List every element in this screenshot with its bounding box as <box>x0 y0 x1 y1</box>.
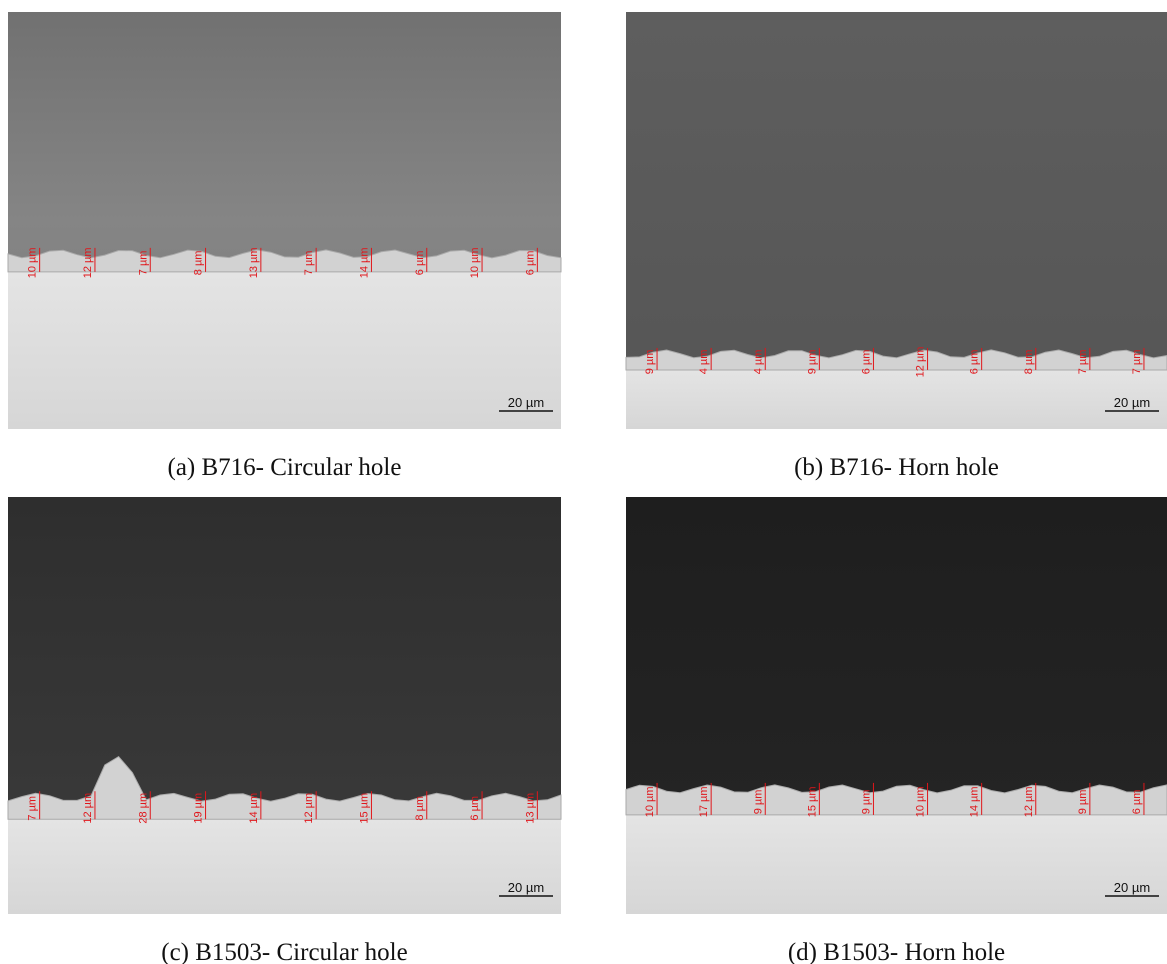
panel-caption: (a) B716- Circular hole <box>168 454 402 481</box>
substrate <box>8 819 561 914</box>
measurement-label: 10 µm <box>27 247 39 278</box>
scale-bar-label: 20 µm <box>1114 395 1150 410</box>
measurement-label: 10 µm <box>644 787 656 818</box>
measurement-label: 4 µm <box>752 350 764 375</box>
measurement-label: 13 µm <box>248 247 260 278</box>
measurement-label: 7 µm <box>27 796 39 821</box>
measurement-label: 9 µm <box>860 790 872 815</box>
measurement-label: 9 µm <box>752 790 764 815</box>
measurement-label: 12 µm <box>82 793 94 824</box>
measurement-label: 12 µm <box>915 347 927 378</box>
measurement-label: 19 µm <box>193 793 205 824</box>
scale-bar-label: 20 µm <box>508 880 544 895</box>
measurement-label: 14 µm <box>358 247 370 278</box>
measurement-label: 8 µm <box>414 796 426 821</box>
measurement-label: 9 µm <box>806 350 818 375</box>
scale-bar-label: 20 µm <box>1114 880 1150 895</box>
measurement-label: 10 µm <box>469 247 481 278</box>
measurement-label: 14 µm <box>248 793 260 824</box>
measurement-label: 12 µm <box>1023 787 1035 818</box>
panel-caption: (b) B716- Horn hole <box>794 454 999 481</box>
measurement-label: 8 µm <box>1023 350 1035 375</box>
measurement-label: 7 µm <box>137 251 149 276</box>
measurement-label: 12 µm <box>303 793 315 824</box>
measurement-label: 7 µm <box>303 251 315 276</box>
measurement-label: 4 µm <box>698 350 710 375</box>
scale-bar-label: 20 µm <box>508 395 544 410</box>
micrograph-panel: 10 µm 12 µm 7 µm 8 µm 13 µm 7 µm 14 µm 6 µm 10 µ… <box>8 12 561 429</box>
figure: 10 µm12 µm7 µm8 µm13 µm7 µm14 µm6 µm10 µ… <box>0 0 1167 964</box>
measurement-label: 8 µm <box>193 251 205 276</box>
measurement-label: 28 µm <box>137 793 149 824</box>
measurement-label: 10 µm <box>915 787 927 818</box>
measurement-label: 6 µm <box>524 251 536 276</box>
measurement-label: 6 µm <box>469 796 481 821</box>
micrograph-panel: 9 µm 4 µm 4 µm 9 µm 6 µm 12 µm 6 µm 8 µm 7 µm 7 µ… <box>626 12 1167 429</box>
measurement-label: 7 µm <box>1077 350 1089 375</box>
measurement-label: 13 µm <box>524 793 536 824</box>
micrograph-panel: 10 µm 17 µm 9 µm 15 µm 9 µm 10 µm 14 µm 12 µm 9 … <box>626 497 1167 914</box>
measurement-label: 6 µm <box>860 350 872 375</box>
substrate <box>626 370 1167 429</box>
measurement-label: 9 µm <box>1077 790 1089 815</box>
substrate <box>626 815 1167 914</box>
measurement-label: 7 µm <box>1131 350 1143 375</box>
measurement-label: 6 µm <box>969 350 981 375</box>
measurement-label: 6 µm <box>414 251 426 276</box>
measurement-label: 9 µm <box>644 350 656 375</box>
panel-caption: (d) B1503- Horn hole <box>788 939 1005 964</box>
measurement-label: 15 µm <box>358 793 370 824</box>
panel-caption: (c) B1503- Circular hole <box>161 939 407 964</box>
measurement-label: 15 µm <box>806 787 818 818</box>
measurement-label: 14 µm <box>969 787 981 818</box>
substrate <box>8 272 561 429</box>
measurement-label: 12 µm <box>82 247 94 278</box>
measurement-label: 17 µm <box>698 787 710 818</box>
micrograph-panel: 7 µm 12 µm 28 µm 19 µm 14 µm 12 µm 15 µm 8 µm 6 … <box>8 497 561 914</box>
measurement-label: 6 µm <box>1131 790 1143 815</box>
